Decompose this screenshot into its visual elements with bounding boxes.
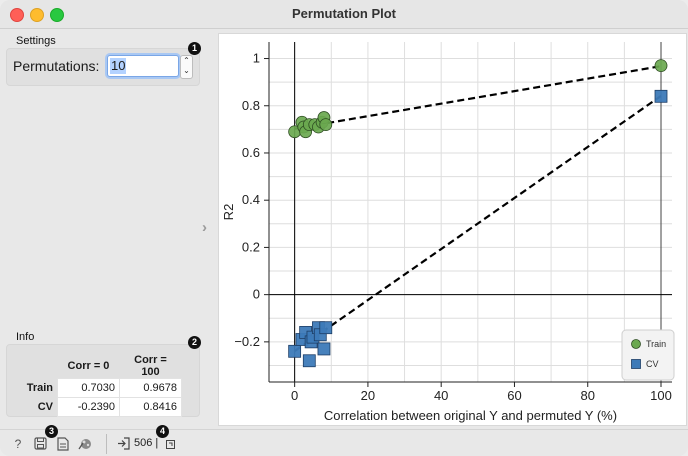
x-tick-label: 80 bbox=[581, 388, 595, 403]
legend-label: CV bbox=[646, 359, 659, 369]
cv-point bbox=[654, 89, 668, 103]
title-bar: Permutation Plot bbox=[0, 0, 688, 29]
x-tick-label: 60 bbox=[507, 388, 521, 403]
train-point bbox=[654, 59, 668, 73]
output-icon[interactable] bbox=[165, 438, 175, 449]
y-tick-label: −0.2 bbox=[234, 334, 260, 349]
permutations-input[interactable]: 10 bbox=[107, 55, 179, 77]
cv-point bbox=[319, 321, 333, 335]
info-row-cv: CV -0.2390 0.8416 bbox=[13, 397, 182, 417]
info-cell: 0.9678 bbox=[119, 378, 182, 398]
x-tick-label: 100 bbox=[650, 388, 672, 403]
data-count-value: 506 bbox=[134, 437, 153, 449]
info-table: Corr = 0 Corr = 100 Train 0.7030 0.9678 … bbox=[13, 354, 182, 417]
legend-marker-cv bbox=[631, 359, 641, 369]
y-tick-label: 0.6 bbox=[242, 145, 260, 160]
status-bar: ? 3 506 | 4 bbox=[0, 425, 688, 456]
status-separator bbox=[106, 434, 107, 454]
permutation-chart[interactable]: 0 20 40 60 80 100 −0.2 0 0.2 0.4 0.6 0.8 1 Correlatio… bbox=[219, 34, 686, 425]
permutations-label: Permutations: bbox=[13, 58, 100, 74]
y-tick-label: 0.2 bbox=[242, 239, 260, 254]
save-icon[interactable] bbox=[33, 437, 47, 451]
x-axis-label: Correlation between original Y and permu… bbox=[324, 408, 617, 423]
x-tick-label: 40 bbox=[434, 388, 448, 403]
x-tick-label: 20 bbox=[361, 388, 375, 403]
window-title: Permutation Plot bbox=[291, 6, 396, 21]
help-icon[interactable]: ? bbox=[14, 437, 22, 451]
legend-label: Train bbox=[646, 339, 666, 349]
y-tick-label: 0.4 bbox=[242, 192, 260, 207]
badge-2: 2 bbox=[188, 336, 201, 349]
settings-group-label: Settings bbox=[16, 35, 56, 47]
legend-marker-train bbox=[631, 339, 641, 349]
x-tick-label: 0 bbox=[291, 388, 298, 403]
fit-line-train bbox=[294, 65, 662, 130]
minimize-window-button[interactable] bbox=[30, 8, 44, 22]
permutations-stepper[interactable]: ⌃ ⌄ bbox=[180, 55, 193, 79]
permutations-value: 10 bbox=[110, 58, 127, 74]
data-count: 506 | bbox=[134, 437, 159, 449]
cv-point bbox=[302, 354, 316, 368]
fit-line-cv bbox=[294, 95, 662, 352]
plot-area[interactable]: 0 20 40 60 80 100 −0.2 0 0.2 0.4 0.6 0.8 1 Correlatio… bbox=[218, 33, 687, 426]
visualize-icon[interactable] bbox=[78, 437, 92, 451]
cv-point bbox=[288, 344, 302, 358]
report-icon[interactable] bbox=[56, 437, 70, 451]
y-axis-label: R2 bbox=[221, 204, 236, 221]
info-cell: 0.7030 bbox=[57, 378, 120, 398]
badge-4: 4 bbox=[156, 425, 169, 438]
zoom-window-button[interactable] bbox=[50, 8, 64, 22]
info-header-corr0: Corr = 0 bbox=[67, 360, 110, 372]
info-header-corr100: Corr = 100 bbox=[134, 354, 167, 378]
info-row-train: Train 0.7030 0.9678 bbox=[13, 378, 182, 398]
badge-3: 3 bbox=[45, 425, 58, 438]
info-cell: -0.2390 bbox=[57, 397, 120, 417]
train-point bbox=[319, 118, 333, 132]
y-tick-label: 0.8 bbox=[242, 98, 260, 113]
collapse-panel-chevron-icon[interactable]: › bbox=[202, 219, 207, 236]
info-row-label: CV bbox=[37, 401, 53, 413]
info-cell: 0.8416 bbox=[119, 397, 182, 417]
input-icon[interactable] bbox=[116, 437, 130, 451]
y-tick-label: 1 bbox=[253, 51, 260, 66]
info-header-row: Corr = 0 Corr = 100 bbox=[13, 354, 182, 379]
badge-1: 1 bbox=[188, 42, 201, 55]
cv-point bbox=[317, 342, 331, 356]
legend-box bbox=[621, 329, 675, 381]
info-row-label: Train bbox=[26, 382, 53, 394]
info-header-blank bbox=[13, 354, 58, 379]
info-group-label: Info bbox=[16, 331, 35, 343]
y-tick-label: 0 bbox=[253, 287, 260, 302]
close-window-button[interactable] bbox=[10, 8, 24, 22]
